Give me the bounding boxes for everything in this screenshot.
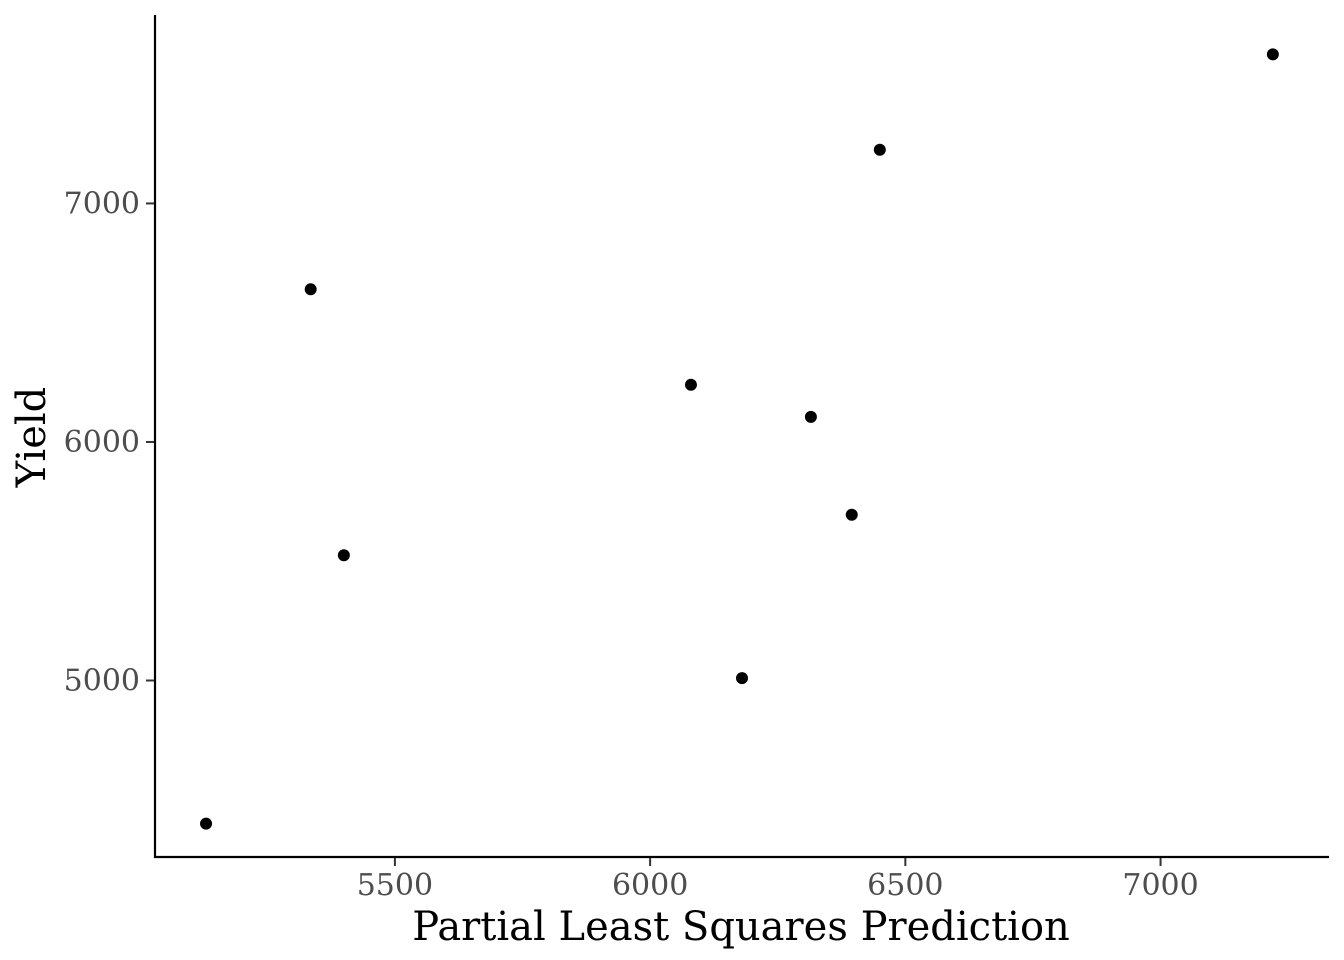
x-axis-title: Partial Least Squares Prediction xyxy=(412,904,1070,950)
x-axis-ticks: 5500 6000 6500 7000 xyxy=(357,858,1199,903)
x-tick-label: 7000 xyxy=(1122,868,1198,903)
y-tick-label: 6000 xyxy=(64,425,140,460)
x-tick-label: 5500 xyxy=(357,868,433,903)
data-point xyxy=(873,143,886,156)
data-point xyxy=(337,549,350,562)
data-point xyxy=(804,410,817,423)
y-axis-ticks: 5000 6000 7000 xyxy=(64,186,154,698)
data-point xyxy=(845,508,858,521)
plot-area xyxy=(200,48,1279,830)
data-point xyxy=(200,817,213,830)
data-point xyxy=(684,378,697,391)
data-point xyxy=(1266,48,1279,61)
data-point xyxy=(304,283,317,296)
x-tick-label: 6500 xyxy=(867,868,943,903)
y-tick-label: 5000 xyxy=(64,663,140,698)
y-axis-title: Yield xyxy=(9,387,55,489)
y-tick-label: 7000 xyxy=(64,186,140,221)
x-tick-label: 6000 xyxy=(612,868,688,903)
data-point xyxy=(736,672,748,685)
